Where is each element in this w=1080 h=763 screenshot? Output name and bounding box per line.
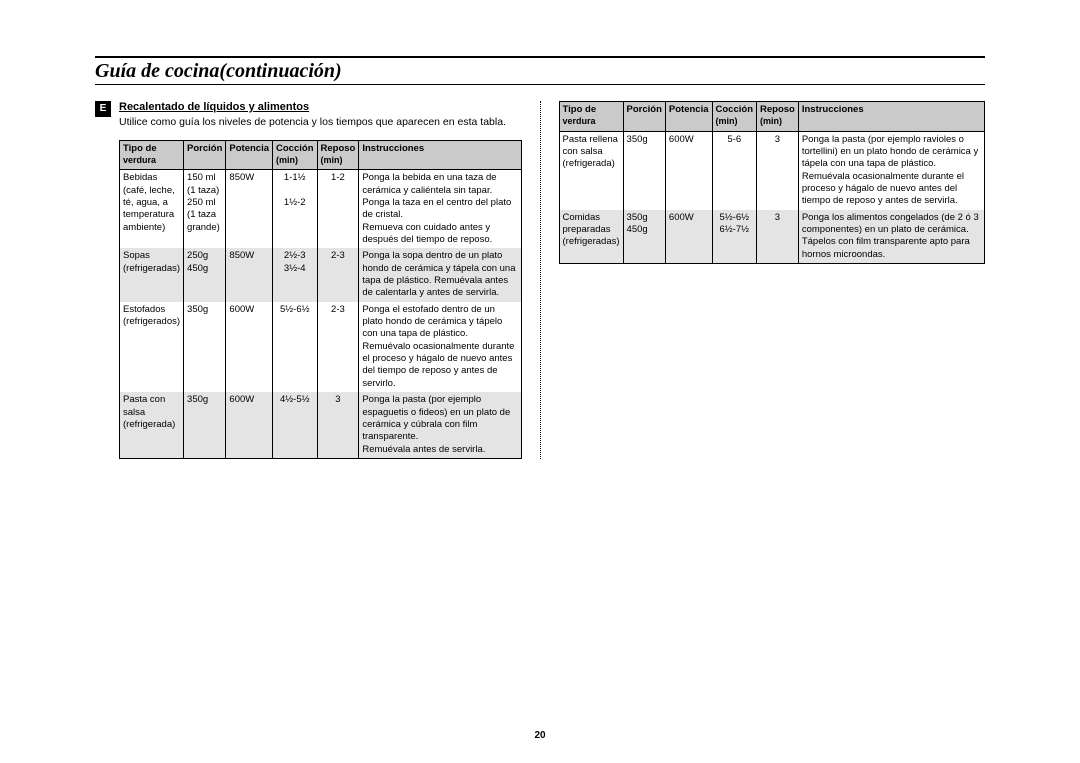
- table-row: Bebidas(café, leche,té, agua, atemperatu…: [120, 170, 522, 249]
- th-potencia: Potencia: [665, 102, 712, 132]
- left-column-body: Recalentado de líquidos y alimentos Util…: [119, 101, 522, 459]
- th-porcion: Porción: [184, 140, 226, 170]
- cell-instr: Ponga la sopa dentro de un plato hondo d…: [359, 248, 521, 301]
- right-table: Tipo deverduraPorciónPotenciaCocción(min…: [559, 101, 986, 264]
- table-row: Comidaspreparadas(refrigeradas)350g450g6…: [559, 210, 985, 264]
- cell-coccion: 5½-6½: [273, 302, 317, 392]
- cell-instr: Ponga la pasta (por ejemplo espaguetis o…: [359, 392, 521, 458]
- cell-porcion: 350g: [184, 302, 226, 392]
- subheading: Recalentado de líquidos y alimentos: [119, 101, 522, 113]
- th-instr: Instrucciones: [798, 102, 984, 132]
- cell-potencia: 850W: [226, 248, 273, 301]
- left-column: E Recalentado de líquidos y alimentos Ut…: [95, 101, 522, 459]
- table-row: Sopas(refrigeradas)250g450g850W2½-33½-42…: [120, 248, 522, 301]
- cell-coccion: 5½-6½6½-7½: [712, 210, 756, 264]
- cell-porcion: 350g: [623, 131, 665, 210]
- cell-coccion: 2½-33½-4: [273, 248, 317, 301]
- cell-reposo: 3: [757, 131, 799, 210]
- cell-porcion: 150 ml(1 taza)250 ml(1 tazagrande): [184, 170, 226, 249]
- table-row: Estofados(refrigerados)350g600W5½-6½2-3P…: [120, 302, 522, 392]
- cell-instr: Ponga los alimentos congelados (de 2 ó 3…: [798, 210, 984, 264]
- cell-tipo: Pasta consalsa(refrigerada): [120, 392, 184, 458]
- th-reposo: Reposo(min): [317, 140, 359, 170]
- th-coccion: Cocción(min): [712, 102, 756, 132]
- cell-reposo: 3: [757, 210, 799, 264]
- cell-potencia: 600W: [226, 392, 273, 458]
- th-reposo: Reposo(min): [757, 102, 799, 132]
- page-number: 20: [0, 730, 1080, 741]
- page-content: Guía de cocina(continuación) E Recalenta…: [95, 56, 985, 459]
- th-coccion: Cocción(min): [273, 140, 317, 170]
- cell-reposo: 3: [317, 392, 359, 458]
- cell-potencia: 600W: [665, 131, 712, 210]
- section-badge: E: [95, 101, 111, 117]
- page-title: Guía de cocina(continuación): [95, 60, 342, 83]
- cell-porcion: 350g450g: [623, 210, 665, 264]
- cell-tipo: Bebidas(café, leche,té, agua, atemperatu…: [120, 170, 184, 249]
- cell-reposo: 2-3: [317, 248, 359, 301]
- cell-instr: Ponga la bebida en una taza de cerámica …: [359, 170, 521, 249]
- cell-instr: Ponga el estofado dentro de un plato hon…: [359, 302, 521, 392]
- cell-tipo: Pasta rellenacon salsa(refrigerada): [559, 131, 623, 210]
- intro-text: Utilice como guía los niveles de potenci…: [119, 116, 522, 130]
- cell-tipo: Comidaspreparadas(refrigeradas): [559, 210, 623, 264]
- th-tipo: Tipo deverdura: [559, 102, 623, 132]
- table-row: Pasta consalsa(refrigerada)350g600W4½-5½…: [120, 392, 522, 458]
- table-row: Pasta rellenacon salsa(refrigerada)350g6…: [559, 131, 985, 210]
- th-porcion: Porción: [623, 102, 665, 132]
- cell-potencia: 850W: [226, 170, 273, 249]
- cell-reposo: 1-2: [317, 170, 359, 249]
- right-column: Tipo deverduraPorciónPotenciaCocción(min…: [559, 101, 986, 459]
- cell-coccion: 5-6: [712, 131, 756, 210]
- columns: E Recalentado de líquidos y alimentos Ut…: [95, 101, 985, 459]
- cell-reposo: 2-3: [317, 302, 359, 392]
- cell-coccion: 4½-5½: [273, 392, 317, 458]
- cell-potencia: 600W: [226, 302, 273, 392]
- cell-tipo: Sopas(refrigeradas): [120, 248, 184, 301]
- th-instr: Instrucciones: [359, 140, 521, 170]
- left-table: Tipo deverduraPorciónPotenciaCocción(min…: [119, 140, 522, 459]
- cell-potencia: 600W: [665, 210, 712, 264]
- cell-porcion: 350g: [184, 392, 226, 458]
- cell-tipo: Estofados(refrigerados): [120, 302, 184, 392]
- column-divider: [540, 101, 541, 459]
- th-potencia: Potencia: [226, 140, 273, 170]
- cell-instr: Ponga la pasta (por ejemplo ravioles o t…: [798, 131, 984, 210]
- rule-top: [95, 56, 985, 58]
- cell-porcion: 250g450g: [184, 248, 226, 301]
- cell-coccion: 1-1½1½-2: [273, 170, 317, 249]
- th-tipo: Tipo deverdura: [120, 140, 184, 170]
- title-row: Guía de cocina(continuación): [95, 60, 985, 85]
